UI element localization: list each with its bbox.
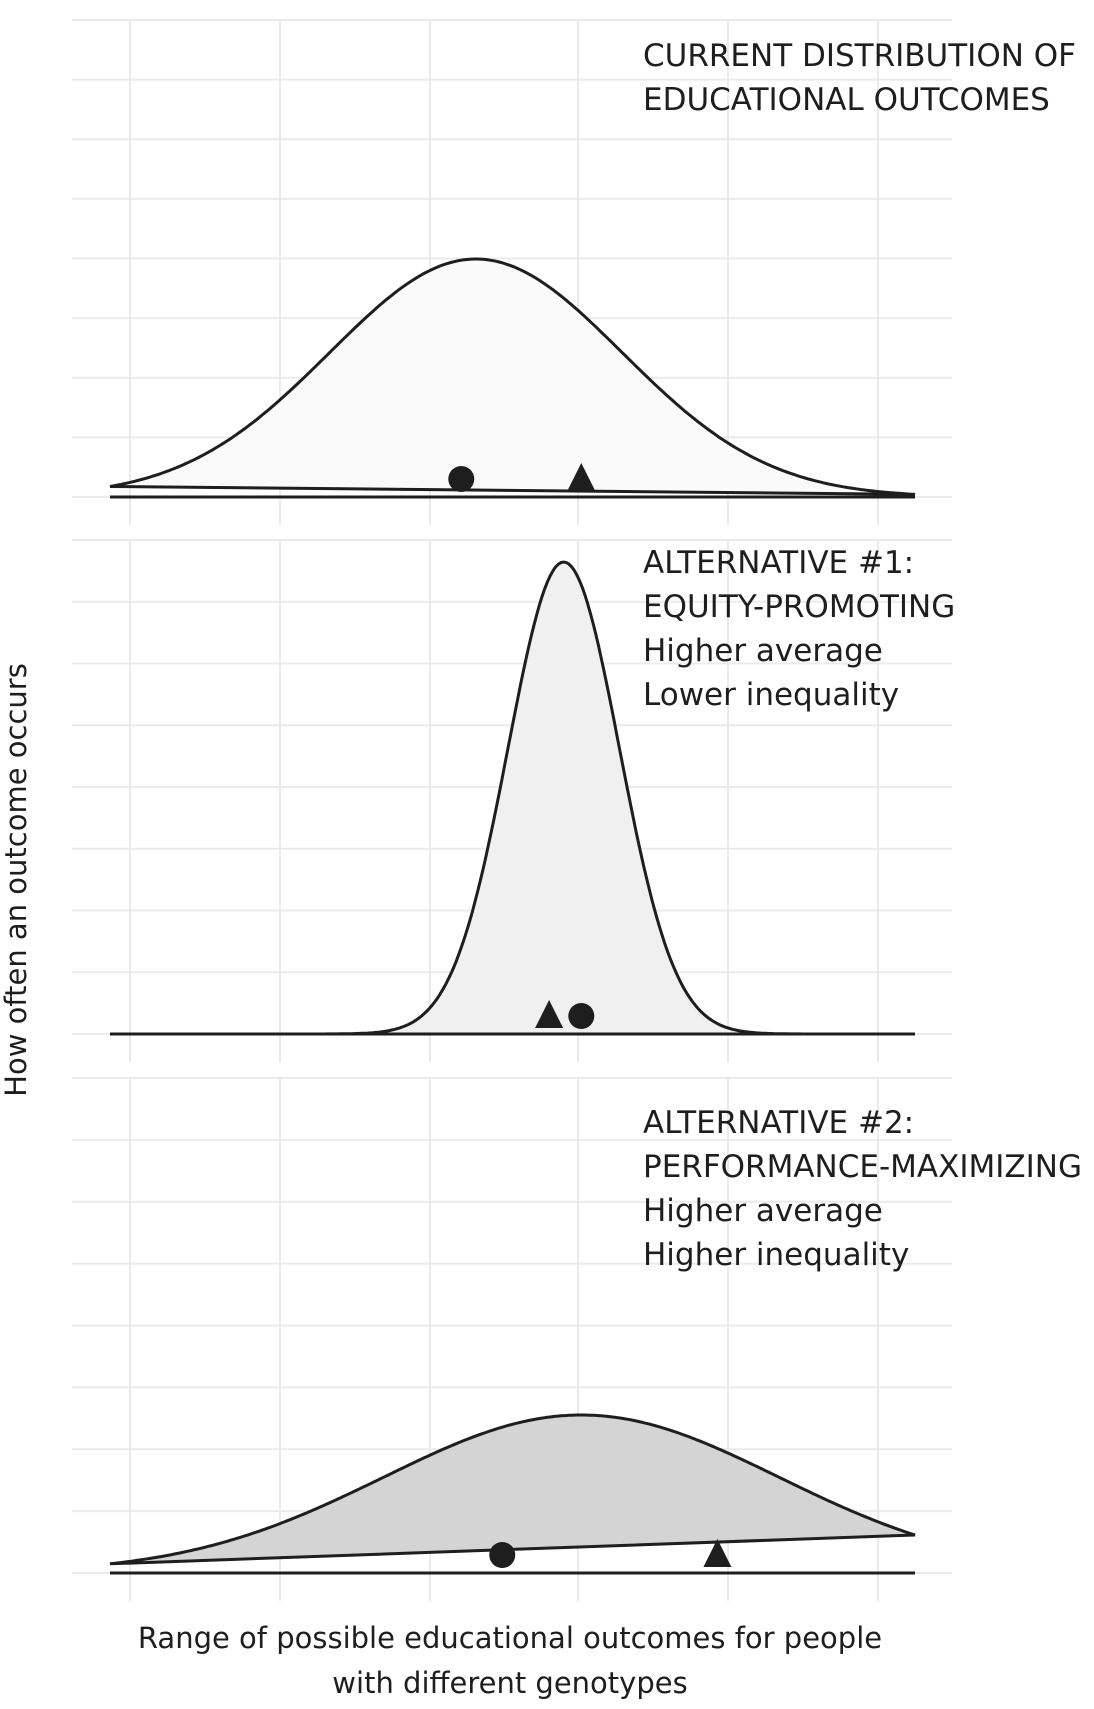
- panel-title-line: PERFORMANCE-MAXIMIZING: [643, 1149, 1082, 1185]
- marker-group: [535, 1000, 595, 1029]
- triangle-marker: [703, 1539, 732, 1567]
- circle-marker: [568, 1003, 595, 1029]
- circle-marker: [489, 1542, 516, 1568]
- panel-alternative-2: ALTERNATIVE #2: PERFORMANCE-MAXIMIZING H…: [109, 1105, 1082, 1575]
- marker-group: [489, 1539, 732, 1568]
- marker-group: [448, 463, 596, 492]
- triangle-marker: [567, 463, 596, 491]
- panel-title-line: EDUCATIONAL OUTCOMES: [643, 82, 1050, 118]
- panel-subtitle-line: Higher average: [643, 633, 883, 669]
- y-axis-title: How often an outcome occurs: [0, 663, 33, 1097]
- panel-title-line: ALTERNATIVE #1:: [643, 545, 914, 581]
- panel-subtitle-line: Lower inequality: [643, 677, 899, 713]
- triangle-marker: [535, 1000, 564, 1028]
- panel-subtitle-line: Higher average: [643, 1193, 883, 1229]
- density-curve: [109, 1413, 916, 1566]
- panel-title-line: ALTERNATIVE #2:: [643, 1105, 914, 1141]
- x-axis-title-line: Range of possible educational outcomes f…: [138, 1621, 882, 1655]
- x-axis-title-line: with different genotypes: [332, 1666, 687, 1700]
- panel-current-distribution: CURRENT DISTRIBUTION OF EDUCATIONAL OUTC…: [109, 38, 1076, 499]
- circle-marker: [448, 466, 475, 492]
- panel-title-line: CURRENT DISTRIBUTION OF: [643, 38, 1076, 74]
- panel-title-line: EQUITY-PROMOTING: [643, 589, 955, 625]
- density-curve: [109, 257, 916, 496]
- panel-subtitle-line: Higher inequality: [643, 1237, 909, 1273]
- panel-alternative-1: ALTERNATIVE #1: EQUITY-PROMOTING Higher …: [110, 545, 955, 1036]
